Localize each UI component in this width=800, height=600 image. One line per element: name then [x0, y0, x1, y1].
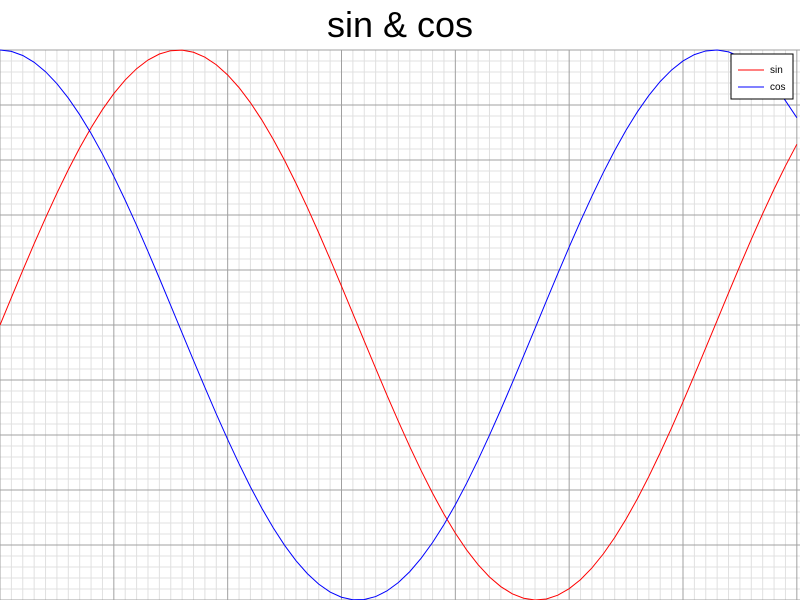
series-layer	[0, 49, 798, 600]
chart-title: sin & cos	[326, 4, 474, 45]
legend: sin cos	[730, 53, 794, 100]
legend-label-cos: cos	[770, 82, 786, 93]
legend-label-sin: sin	[770, 65, 783, 76]
legend-box	[730, 53, 794, 100]
series-line-cos	[0, 49, 798, 600]
series-line-sin	[0, 49, 798, 600]
grid-major	[0, 49, 800, 600]
